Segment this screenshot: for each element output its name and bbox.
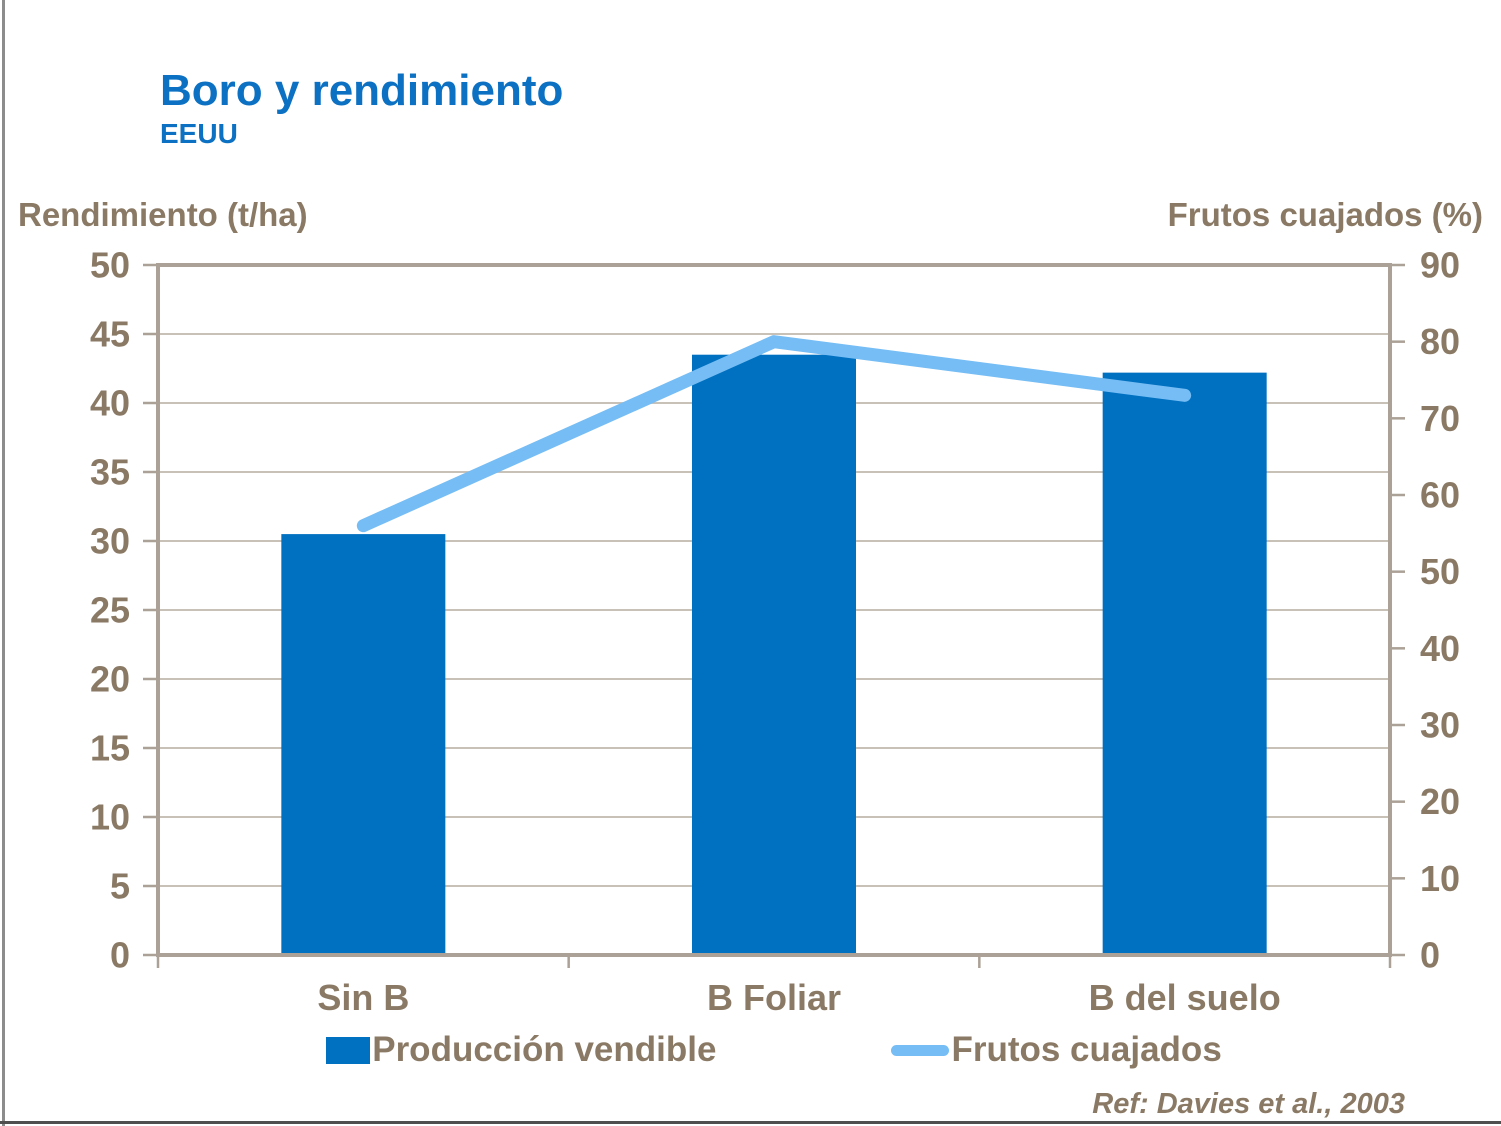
legend: Producción vendible Frutos cuajados bbox=[158, 1030, 1390, 1070]
right-axis-label-90: 90 bbox=[1420, 245, 1460, 286]
left-axis-label-40: 40 bbox=[90, 383, 130, 424]
right-axis-label-10: 10 bbox=[1420, 858, 1460, 899]
right-axis-label-50: 50 bbox=[1420, 551, 1460, 592]
left-axis-label-25: 25 bbox=[90, 590, 130, 631]
page-title: Boro y rendimiento bbox=[160, 66, 564, 115]
slide-left-border bbox=[2, 0, 5, 1126]
right-axis-label-80: 80 bbox=[1420, 321, 1460, 362]
line-series bbox=[356, 335, 1192, 533]
legend-line-swatch bbox=[891, 1044, 950, 1056]
legend-item-frutos-cuajados: Frutos cuajados bbox=[891, 1030, 1222, 1070]
bar-B Foliar bbox=[692, 354, 856, 955]
right-axis-label-20: 20 bbox=[1420, 781, 1460, 822]
right-axis-label-70: 70 bbox=[1420, 398, 1460, 439]
category-label-Sin B: Sin B bbox=[317, 977, 409, 1018]
left-axis-label-0: 0 bbox=[110, 935, 130, 976]
right-axis-label-30: 30 bbox=[1420, 705, 1460, 746]
left-axis-label-15: 15 bbox=[90, 728, 130, 769]
legend-label-produccion-vendible: Producción vendible bbox=[372, 1030, 717, 1069]
left-axis-label-45: 45 bbox=[90, 314, 130, 355]
reference-citation: Ref: Davies et al., 2003 bbox=[1092, 1088, 1405, 1120]
left-axis-label-10: 10 bbox=[90, 797, 130, 838]
left-axis-label-5: 5 bbox=[110, 866, 130, 907]
left-axis-label-35: 35 bbox=[90, 452, 130, 493]
left-axis-label-20: 20 bbox=[90, 659, 130, 700]
left-axis-label-50: 50 bbox=[90, 245, 130, 286]
category-label-B Foliar: B Foliar bbox=[707, 977, 841, 1018]
bar-B del suelo bbox=[1102, 372, 1267, 955]
slide-bottom-border bbox=[0, 1121, 1501, 1124]
legend-item-produccion-vendible: Producción vendible bbox=[326, 1030, 716, 1070]
bar-Sin B bbox=[281, 534, 446, 955]
right-axis-label-0: 0 bbox=[1420, 935, 1440, 976]
page-subtitle: EEUU bbox=[160, 118, 238, 149]
right-axis-label-60: 60 bbox=[1420, 475, 1460, 516]
right-axis-title: Frutos cuajados (%) bbox=[1167, 196, 1483, 233]
legend-bar-swatch bbox=[326, 1036, 371, 1064]
right-axis-label-40: 40 bbox=[1420, 628, 1460, 669]
left-axis-title: Rendimiento (t/ha) bbox=[18, 196, 308, 233]
legend-label-frutos-cuajados: Frutos cuajados bbox=[951, 1030, 1222, 1069]
left-axis-label-30: 30 bbox=[90, 521, 130, 562]
category-label-B del suelo: B del suelo bbox=[1089, 977, 1281, 1018]
